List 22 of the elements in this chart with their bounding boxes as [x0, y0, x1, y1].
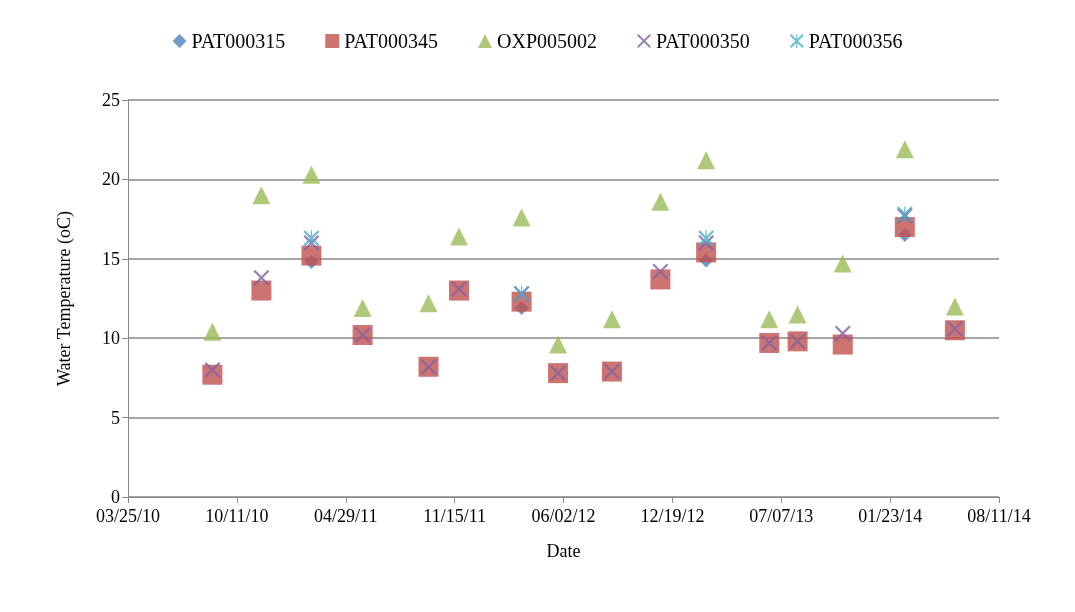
- y-tick-label: 15: [102, 248, 120, 269]
- x-tick-label: 11/15/11: [423, 506, 486, 526]
- legend-label: PAT000315: [191, 30, 286, 52]
- x-tick-label: 01/23/14: [858, 506, 923, 526]
- x-tick-label: 03/25/10: [95, 506, 161, 526]
- y-tick-label: 5: [111, 407, 120, 428]
- y-tick-label: 25: [102, 90, 120, 110]
- x-tick-label: 08/11/14: [967, 506, 1031, 526]
- x-tick-label: 04/29/11: [314, 506, 378, 526]
- y-tick-label: 20: [102, 169, 120, 190]
- y-axis-title: Water Temperature (oC): [54, 211, 75, 386]
- x-tick-label: 10/11/10: [205, 506, 269, 526]
- legend-label: PAT000350: [656, 30, 750, 52]
- y-tick-label: 10: [102, 328, 120, 349]
- y-tick-label: 0: [111, 487, 120, 507]
- x-tick-label: 07/07/13: [749, 506, 814, 526]
- legend-label: PAT000345: [344, 30, 438, 52]
- x-tick-label: 12/19/12: [640, 506, 705, 526]
- x-tick-label: 06/02/12: [531, 506, 596, 526]
- legend-label: OXP005002: [497, 30, 598, 52]
- legend-label: PAT000356: [808, 30, 903, 52]
- x-axis-title: Date: [546, 541, 581, 561]
